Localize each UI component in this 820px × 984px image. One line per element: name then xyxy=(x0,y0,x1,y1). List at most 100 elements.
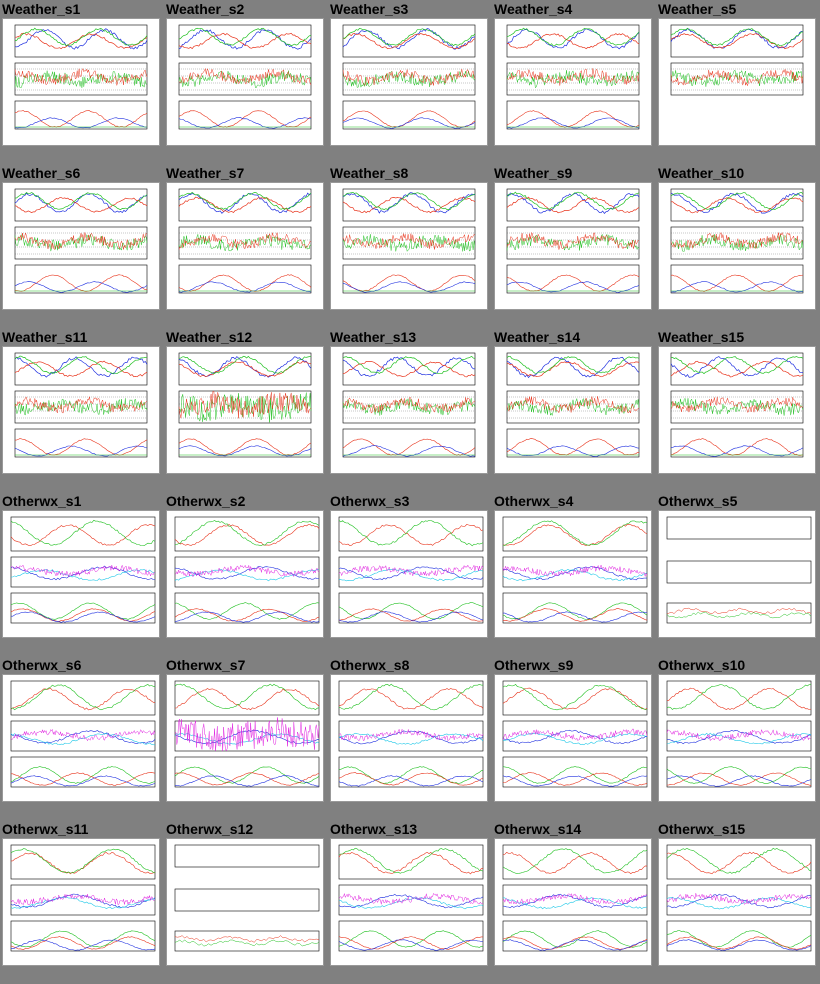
series-line xyxy=(506,396,640,414)
plot-thumbnail[interactable] xyxy=(330,18,488,146)
series-line xyxy=(502,566,648,581)
plot-panel-frame xyxy=(178,226,312,260)
plot-thumbnail[interactable] xyxy=(658,18,816,146)
plot-thumbnail[interactable] xyxy=(166,674,324,802)
plot-thumbnail[interactable] xyxy=(494,674,652,802)
series-line xyxy=(503,611,648,623)
plot-panel-frame xyxy=(666,720,812,752)
series-line xyxy=(14,396,148,414)
series-line xyxy=(506,27,640,47)
thumbnail-tile: Weather_s6 xyxy=(0,164,164,328)
series-line xyxy=(338,772,484,786)
series-line xyxy=(670,27,804,47)
plot-thumbnail[interactable] xyxy=(330,838,488,966)
series-line xyxy=(10,687,156,711)
series-line xyxy=(174,772,320,786)
series-line xyxy=(178,281,312,293)
series-line xyxy=(342,69,476,86)
series-line xyxy=(174,520,320,547)
plot-panel-frame xyxy=(338,516,484,552)
plot-thumbnail[interactable] xyxy=(2,674,160,802)
plot-thumbnail[interactable] xyxy=(658,346,816,474)
plot-thumbnail[interactable] xyxy=(330,510,488,638)
plot-thumbnail[interactable] xyxy=(494,182,652,310)
plot-thumbnail[interactable] xyxy=(494,18,652,146)
series-line xyxy=(506,281,640,293)
series-line xyxy=(342,281,476,293)
plot-thumbnail[interactable] xyxy=(2,838,160,966)
series-line xyxy=(506,192,640,214)
plot-panel-frame xyxy=(174,556,320,588)
plot-thumbnail[interactable] xyxy=(494,510,652,638)
series-line xyxy=(670,397,804,416)
thumbnail-tile: Otherwx_s1 xyxy=(0,492,164,656)
series-line xyxy=(338,766,484,784)
plot-image xyxy=(174,516,320,624)
thumbnail-tile: Otherwx_s13 xyxy=(328,820,492,984)
plot-thumbnail[interactable] xyxy=(166,182,324,310)
plot-thumbnail[interactable] xyxy=(658,182,816,310)
thumbnail-tile: Otherwx_s8 xyxy=(328,656,492,820)
plot-panel-frame xyxy=(14,24,148,58)
series-line xyxy=(666,607,812,615)
series-line xyxy=(174,608,320,622)
series-line xyxy=(10,564,156,578)
series-line xyxy=(14,192,148,211)
plot-thumbnail[interactable] xyxy=(658,838,816,966)
series-line xyxy=(338,611,484,623)
plot-panel-frame xyxy=(502,516,648,552)
plot-panel-frame xyxy=(502,556,648,588)
plot-thumbnail[interactable] xyxy=(330,182,488,310)
thumbnail-tile: Otherwx_s4 xyxy=(492,492,656,656)
plot-thumbnail[interactable] xyxy=(166,18,324,146)
series-line xyxy=(174,732,320,745)
plot-panel-frame xyxy=(506,62,640,96)
tile-title: Weather_s8 xyxy=(330,165,409,181)
series-line xyxy=(342,70,476,88)
plot-thumbnail[interactable] xyxy=(494,838,652,966)
plot-thumbnail[interactable] xyxy=(2,18,160,146)
series-line xyxy=(14,281,148,293)
plot-thumbnail[interactable] xyxy=(494,346,652,474)
series-line xyxy=(15,27,148,47)
plot-thumbnail[interactable] xyxy=(166,346,324,474)
tile-title: Weather_s9 xyxy=(494,165,573,181)
plot-panel-frame xyxy=(666,884,812,916)
series-line xyxy=(10,728,156,742)
series-line xyxy=(670,356,804,375)
plot-thumbnail[interactable] xyxy=(2,182,160,310)
plot-image xyxy=(506,188,640,294)
plot-thumbnail[interactable] xyxy=(2,510,160,638)
plot-thumbnail[interactable] xyxy=(2,346,160,474)
plot-image xyxy=(338,680,484,788)
plot-thumbnail[interactable] xyxy=(658,674,816,802)
plot-thumbnail[interactable] xyxy=(658,510,816,638)
plot-image xyxy=(502,516,648,624)
plot-panel-frame xyxy=(506,226,640,260)
plot-thumbnail[interactable] xyxy=(166,838,324,966)
tile-title: Otherwx_s4 xyxy=(494,493,574,509)
series-line xyxy=(10,608,156,622)
series-line xyxy=(174,717,320,752)
series-line xyxy=(14,360,148,378)
thumbnail-tile: Otherwx_s5 xyxy=(656,492,820,656)
plot-image xyxy=(506,24,640,130)
tile-title: Weather_s13 xyxy=(330,329,417,345)
thumbnail-tile: Weather_s5 xyxy=(656,0,820,164)
plot-panel-frame xyxy=(338,756,484,788)
plot-thumbnail[interactable] xyxy=(330,346,488,474)
series-line xyxy=(666,896,812,910)
plot-panel-frame xyxy=(338,884,484,916)
plot-panel-frame xyxy=(338,920,484,952)
series-line xyxy=(506,117,640,129)
series-line xyxy=(338,524,484,546)
plot-panel-frame xyxy=(502,884,648,916)
series-line xyxy=(502,602,648,620)
series-line xyxy=(10,730,156,745)
tile-title: Otherwx_s11 xyxy=(2,821,89,837)
series-line xyxy=(338,520,484,547)
plot-thumbnail[interactable] xyxy=(330,674,488,802)
tile-title: Otherwx_s7 xyxy=(166,657,246,673)
series-line xyxy=(670,69,804,87)
plot-thumbnail[interactable] xyxy=(166,510,324,638)
